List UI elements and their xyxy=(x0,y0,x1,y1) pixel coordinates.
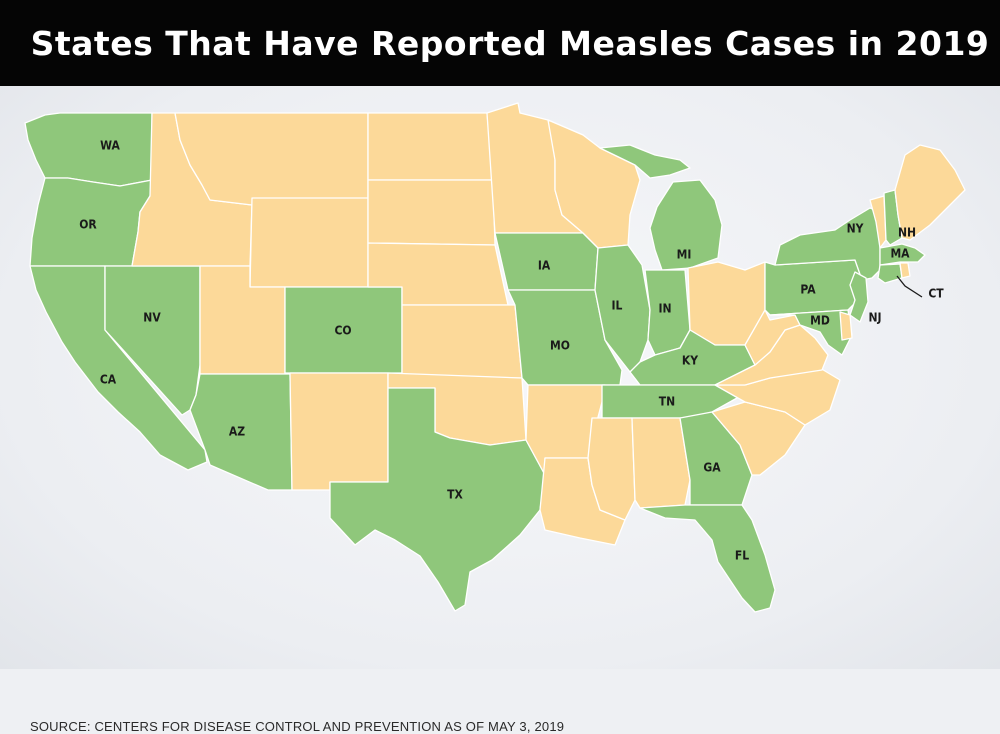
state-label-md: MD xyxy=(810,314,830,328)
state-nj xyxy=(849,271,869,323)
state-ks xyxy=(401,304,523,379)
state-label-ca: CA xyxy=(100,373,117,387)
state-label-ma: MA xyxy=(890,247,910,261)
state-label-az: AZ xyxy=(229,425,245,439)
state-nm xyxy=(289,372,389,491)
state-label-tx: TX xyxy=(447,488,463,502)
state-label-nh: NH xyxy=(898,226,916,240)
state-wy xyxy=(249,197,369,288)
state-il xyxy=(594,244,651,373)
source-note: SOURCE: CENTERS FOR DISEASE CONTROL AND … xyxy=(30,719,565,734)
state-ct xyxy=(877,263,903,284)
state-label-mi: MI xyxy=(677,248,692,262)
state-label-il: IL xyxy=(612,299,623,313)
state-label-tn: TN xyxy=(659,395,675,409)
us-map: WA OR CA NV AZ CO TX IA MO IL MI IN KY TN GA FL PA NY NJ MD… xyxy=(24,102,966,613)
state-fl xyxy=(639,504,776,613)
map-title: States That Have Reported Measles Cases … xyxy=(30,23,990,63)
state-ca xyxy=(29,265,208,471)
state-vt xyxy=(869,195,887,249)
state-label-ia: IA xyxy=(538,259,551,273)
state-nd xyxy=(367,112,494,181)
state-tx xyxy=(329,387,546,612)
state-label-nv: NV xyxy=(143,311,161,325)
title-bar: States That Have Reported Measles Cases … xyxy=(0,0,1000,86)
state-me xyxy=(894,144,966,241)
state-label-ct: CT xyxy=(928,287,944,301)
state-sd xyxy=(367,179,496,246)
state-label-in: IN xyxy=(658,302,671,316)
state-label-nj: NJ xyxy=(868,311,881,325)
state-label-ny: NY xyxy=(847,222,864,236)
state-label-fl: FL xyxy=(735,549,749,563)
state-al xyxy=(631,417,691,509)
state-label-ga: GA xyxy=(703,461,721,475)
state-label-wa: WA xyxy=(100,139,120,153)
state-ri xyxy=(899,262,911,279)
state-label-or: OR xyxy=(79,218,97,232)
state-label-co: CO xyxy=(334,324,351,338)
state-label-ky: KY xyxy=(682,354,698,368)
state-label-pa: PA xyxy=(800,283,816,297)
state-mi xyxy=(649,179,723,271)
state-wa xyxy=(24,112,153,187)
state-mi-up xyxy=(599,144,691,179)
ct-leader-line xyxy=(896,275,923,298)
state-de xyxy=(839,311,853,341)
state-label-mo: MO xyxy=(550,339,570,353)
map-area: WA OR CA NV AZ CO TX IA MO IL MI IN KY TN GA FL PA NY NJ MD… xyxy=(0,86,1000,734)
